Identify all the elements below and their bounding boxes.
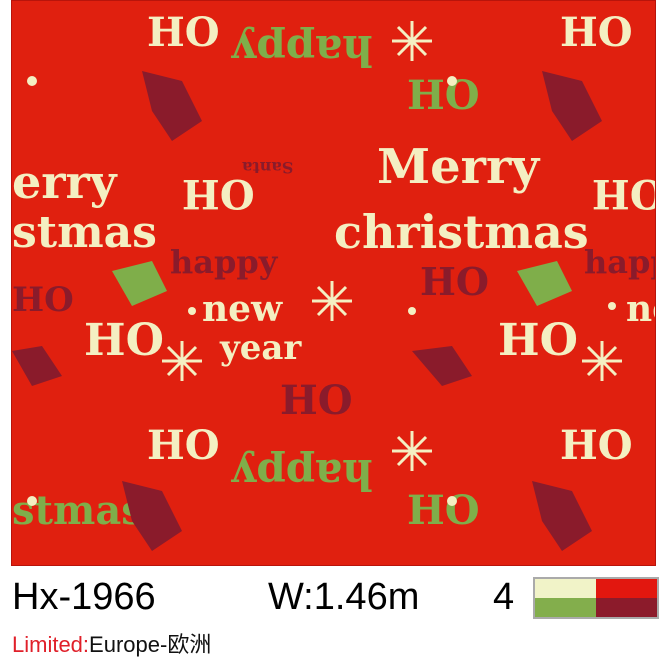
pattern-word: HO	[420, 259, 490, 304]
pattern-word: stmas	[12, 207, 157, 258]
palette-swatch-cream	[535, 579, 596, 598]
pattern-word: HO	[407, 487, 480, 534]
holly-leaf-icon	[12, 71, 602, 551]
pattern-word: christmas	[334, 205, 589, 259]
pattern-word: HO	[498, 315, 578, 366]
pattern-word: Merry	[377, 139, 540, 195]
pattern-word: year	[220, 328, 302, 368]
dot-icon	[27, 76, 616, 506]
pattern-word: HO	[280, 377, 353, 424]
fabric-pattern-swatch: HO happy HO erry stmas OH Santa Merry ch…	[11, 0, 656, 566]
pattern-word: happy	[170, 243, 278, 281]
green-holly-icon	[112, 261, 572, 306]
product-code: Hx-1966	[12, 576, 156, 618]
pattern-word: new	[202, 288, 283, 330]
pattern-word: erry	[12, 155, 117, 209]
limited-label: Limited:	[12, 632, 90, 657]
pattern-word: HO	[560, 422, 633, 469]
pattern-decorations	[12, 21, 622, 551]
palette-swatch-red	[596, 579, 657, 598]
pattern-word: HO	[12, 280, 74, 320]
region-limit: Limited:Europe-欧洲	[12, 627, 211, 659]
pattern-word: HO	[407, 72, 480, 119]
pattern-word: HO	[147, 422, 220, 469]
color-count: 4	[493, 576, 515, 618]
palette-swatch-dark-red	[596, 598, 657, 617]
palette-swatch-green	[535, 598, 596, 617]
color-palette	[533, 577, 659, 619]
pattern-word: HO	[560, 9, 633, 56]
snowflake-icon	[162, 21, 622, 471]
pattern-word: ne	[626, 288, 655, 330]
fabric-width: W:1.46m	[268, 576, 420, 618]
pattern-word: HO	[84, 315, 164, 366]
pattern-word: HO	[147, 9, 220, 56]
limited-value: Europe-欧洲	[89, 632, 212, 657]
pattern-word: happy	[584, 243, 655, 281]
